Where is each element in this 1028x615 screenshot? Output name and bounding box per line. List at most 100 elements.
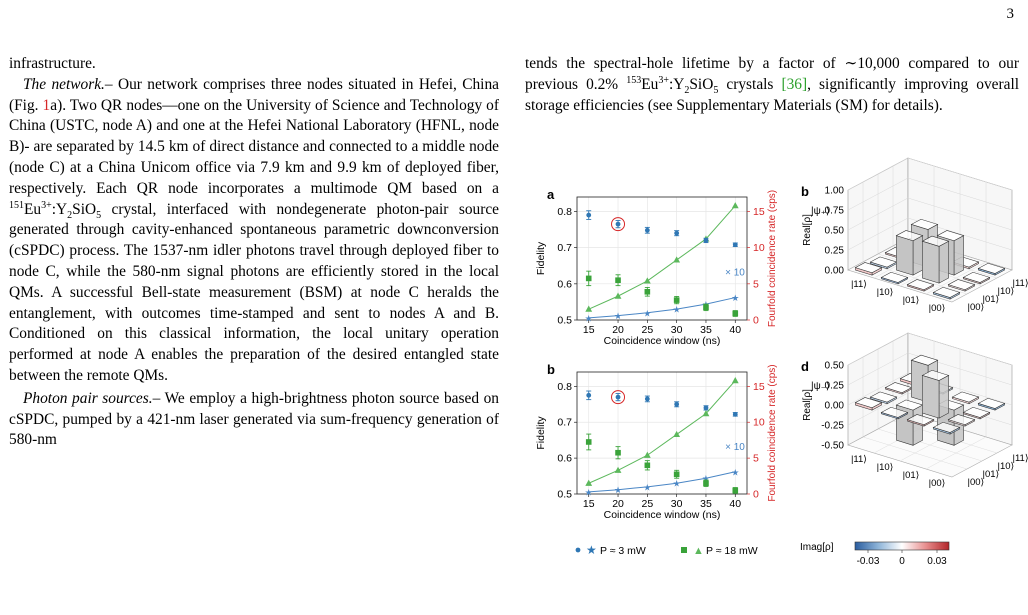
bar-face (937, 235, 955, 276)
fidelity-point-high (673, 297, 680, 303)
legend-label-low: P ≈ 3 mW (600, 545, 646, 557)
bar-face (897, 276, 908, 285)
bar-top (947, 414, 976, 426)
bar-face (994, 402, 1005, 411)
rate-point-low: ★ (673, 479, 681, 489)
page-number: 3 (1006, 6, 1015, 22)
rate-fit-line-high (588, 380, 736, 484)
x-tick-label: 20 (612, 498, 624, 510)
rate-fit-line-high (588, 205, 736, 310)
fidelity-point-low (615, 221, 621, 227)
bar-top (936, 230, 965, 242)
bar-top (854, 397, 883, 409)
x-axis-label: Coincidence window (ns) (604, 509, 721, 521)
wall-grid (847, 217, 1013, 251)
x-tick-label: 30 (671, 324, 683, 336)
bar-face (952, 261, 970, 270)
state-label: |ψ₊⟩ (811, 206, 830, 217)
floor-grid (862, 436, 968, 470)
rate-point-high (673, 256, 681, 263)
bar-top (962, 406, 991, 418)
fidelity-point-high (585, 275, 592, 282)
bar-top (884, 382, 913, 394)
wall-grid (847, 177, 1013, 211)
rate-point-high (643, 451, 651, 458)
rate-point-high (731, 377, 739, 384)
bar-top (925, 382, 954, 394)
z-tick-label: -0.25 (821, 421, 844, 432)
bar-face (870, 261, 888, 270)
bar-face (916, 243, 927, 252)
basis-label-front: |01⟩ (903, 295, 920, 306)
bar-face (855, 267, 873, 276)
x-tick-label: 25 (642, 498, 654, 510)
y-tick-label: 0.8 (557, 381, 572, 393)
y-axis-label: Fidelity (535, 241, 547, 275)
floor-grid (892, 420, 998, 454)
y2-tick-label: 10 (753, 417, 765, 429)
y2-tick-label: 15 (753, 381, 765, 393)
bar-face (933, 292, 951, 300)
fidelity-point-high (673, 471, 680, 478)
wall-grid (847, 372, 1013, 406)
bar-face (927, 223, 938, 268)
bar-face (870, 396, 888, 405)
rate-point-low: ★ (585, 487, 593, 497)
x-tick-label: 40 (729, 324, 741, 336)
basis-label-front: |10⟩ (877, 462, 894, 473)
basis-label-side: |00⟩ (968, 477, 985, 488)
y2-tick-label: 0 (753, 315, 759, 327)
bar-face (942, 252, 953, 260)
z-tick-label: 0.00 (825, 266, 845, 277)
bar-face (963, 412, 981, 420)
bar-face (963, 277, 981, 285)
bar-face (923, 419, 934, 427)
bar-top (895, 230, 924, 242)
panel-a: a 15 20 25 30 35 40 Coincidence window (ns) 0.5 0… (535, 187, 778, 347)
y2-axis-label: Fourfold coincidence rate (cps) (767, 190, 778, 327)
bar-face (979, 411, 990, 420)
fidelity-point-high (615, 449, 621, 456)
wall-grid (847, 237, 1013, 271)
y-tick-label: 0.6 (557, 453, 572, 465)
fidelity-point-low (703, 405, 709, 411)
bar-top (936, 399, 965, 411)
back-wall-left (847, 157, 909, 271)
x-tick-label: 30 (671, 498, 683, 510)
rate-point-low: ★ (731, 467, 739, 477)
basis-label-side: |01⟩ (983, 294, 1000, 305)
fidelity-point-high (732, 487, 739, 494)
x-tick-label: 35 (700, 324, 712, 336)
basis-label-side: |11⟩ (1013, 278, 1028, 289)
right-column: tends the spectral-hole lifetime by a fa… (525, 54, 1019, 116)
floor-grid (877, 253, 983, 287)
floor-grid (899, 253, 961, 287)
bar-top (921, 235, 950, 247)
bar-face (937, 404, 955, 446)
citation-link[interactable]: [36] (781, 75, 808, 93)
bar-face (881, 412, 899, 420)
bar-face (916, 378, 927, 387)
z-tick-label: -0.50 (821, 441, 844, 452)
bar-face (964, 284, 975, 292)
z-tick-label: 0.25 (825, 381, 845, 392)
colorbar-tick-neg: -0.03 (857, 556, 880, 567)
bar-top (921, 369, 950, 381)
fidelity-point-high (703, 304, 709, 311)
bar-face (900, 243, 918, 252)
bar-face (871, 402, 882, 411)
bar-face (886, 261, 897, 270)
bar-face (968, 396, 979, 405)
figure-link[interactable]: 1 (42, 96, 51, 114)
back-wall-left (847, 332, 909, 446)
fidelity-point-low (674, 401, 680, 407)
bar-face (896, 404, 914, 446)
y2-tick-label: 15 (753, 206, 765, 218)
panel-label: b (801, 184, 809, 199)
z-tick-label: 0.25 (825, 246, 845, 257)
fidelity-point-high (615, 277, 621, 284)
y2-tick-label: 0 (753, 489, 759, 501)
z-tick-label: 0.00 (825, 401, 845, 412)
bar-face (901, 252, 912, 260)
